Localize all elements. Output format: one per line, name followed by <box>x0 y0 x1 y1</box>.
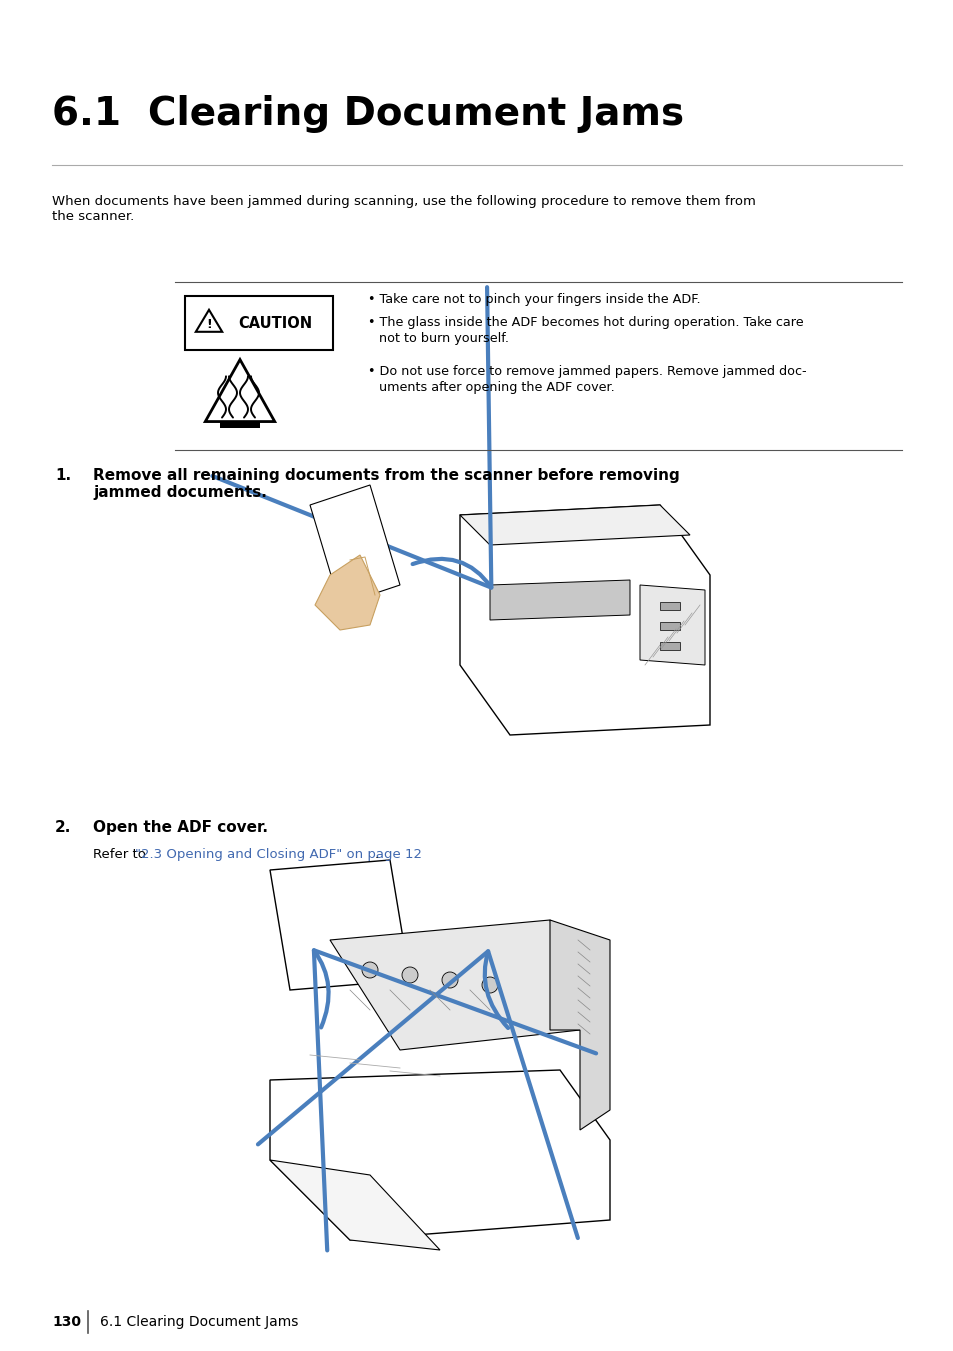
Polygon shape <box>490 580 629 620</box>
Polygon shape <box>270 1070 609 1240</box>
Text: 6.1 Clearing Document Jams: 6.1 Clearing Document Jams <box>100 1315 298 1329</box>
FancyArrowPatch shape <box>257 951 578 1238</box>
Polygon shape <box>314 555 379 630</box>
Polygon shape <box>550 920 609 1129</box>
Text: .: . <box>375 848 378 861</box>
Text: • The glass inside the ADF becomes hot during operation. Take care: • The glass inside the ADF becomes hot d… <box>368 316 802 330</box>
Polygon shape <box>459 505 689 544</box>
Text: CAUTION: CAUTION <box>237 316 312 331</box>
Polygon shape <box>270 861 410 990</box>
FancyArrowPatch shape <box>314 950 596 1251</box>
Text: 2.: 2. <box>55 820 71 835</box>
Text: • Do not use force to remove jammed papers. Remove jammed doc-: • Do not use force to remove jammed pape… <box>368 365 806 378</box>
Circle shape <box>361 962 377 978</box>
Text: Open the ADF cover.: Open the ADF cover. <box>92 820 268 835</box>
Text: • Take care not to pinch your fingers inside the ADF.: • Take care not to pinch your fingers in… <box>368 293 700 305</box>
Circle shape <box>401 967 417 984</box>
Bar <box>185 296 333 350</box>
Text: Refer to: Refer to <box>92 848 150 861</box>
Text: Remove all remaining documents from the scanner before removing
jammed documents: Remove all remaining documents from the … <box>92 467 679 500</box>
Bar <box>659 621 679 630</box>
Bar <box>220 420 259 427</box>
Text: "2.3 Opening and Closing ADF" on page 12: "2.3 Opening and Closing ADF" on page 12 <box>135 848 421 861</box>
Text: 6.1  Clearing Document Jams: 6.1 Clearing Document Jams <box>52 95 683 132</box>
Text: not to burn yourself.: not to burn yourself. <box>378 332 509 345</box>
FancyArrowPatch shape <box>213 288 491 588</box>
Polygon shape <box>330 920 579 1050</box>
Polygon shape <box>270 1161 439 1250</box>
Text: uments after opening the ADF cover.: uments after opening the ADF cover. <box>378 381 614 394</box>
Circle shape <box>481 977 497 993</box>
Polygon shape <box>639 585 704 665</box>
Polygon shape <box>310 485 399 605</box>
Bar <box>659 642 679 650</box>
Text: !: ! <box>206 319 212 331</box>
Bar <box>659 603 679 611</box>
Text: 1.: 1. <box>55 467 71 484</box>
Text: When documents have been jammed during scanning, use the following procedure to : When documents have been jammed during s… <box>52 195 755 223</box>
Circle shape <box>441 971 457 988</box>
Text: 130: 130 <box>52 1315 81 1329</box>
Polygon shape <box>459 505 709 735</box>
